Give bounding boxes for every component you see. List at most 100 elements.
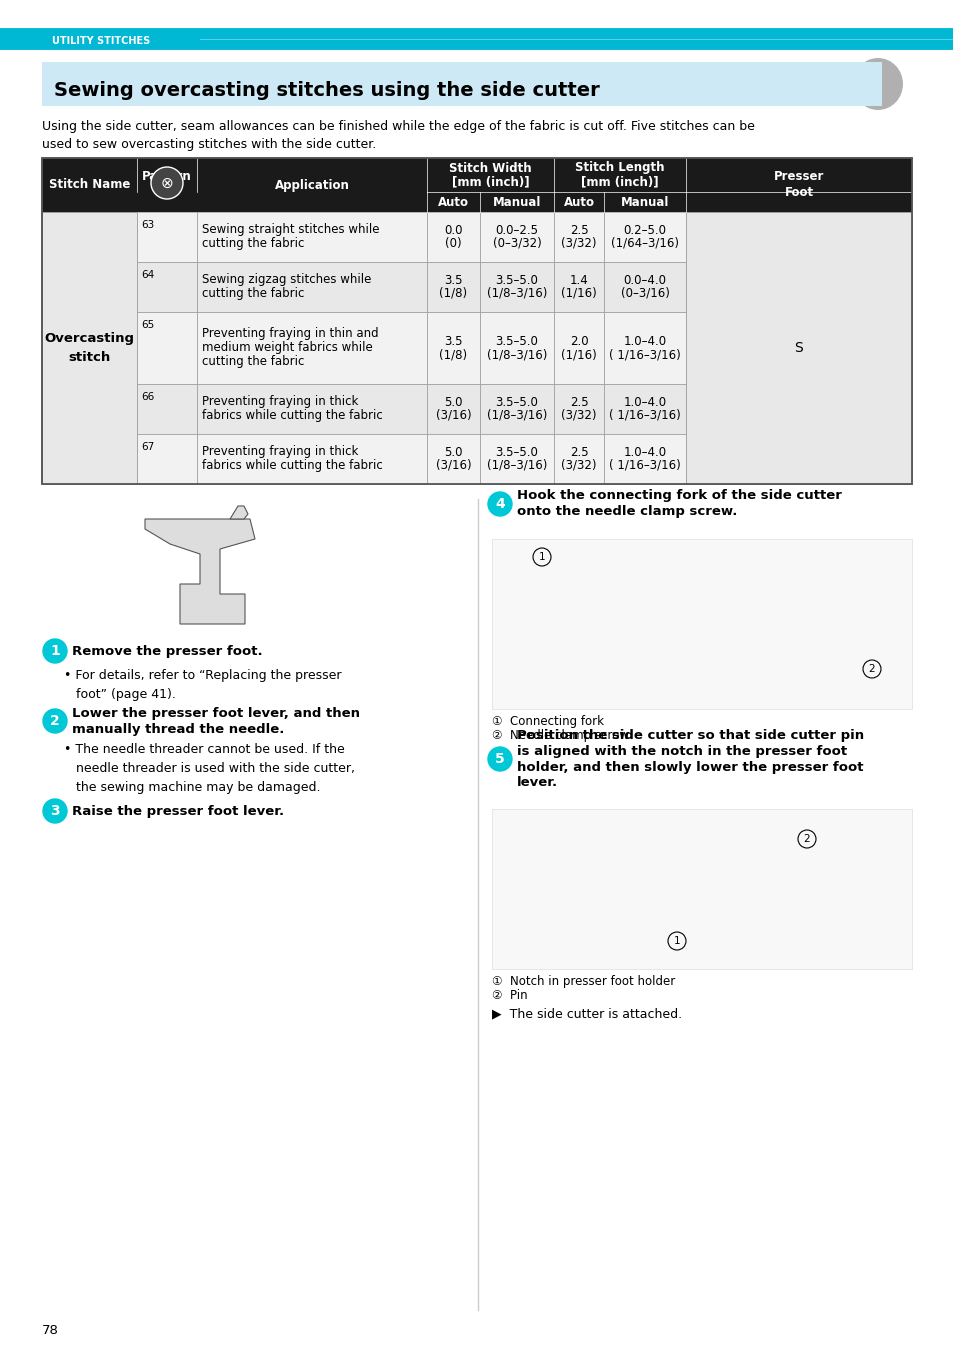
Text: 5: 5 <box>495 752 504 766</box>
Bar <box>42 212 137 484</box>
Text: Lower the presser foot lever, and then: Lower the presser foot lever, and then <box>71 706 359 720</box>
Text: 0.0–4.0: 0.0–4.0 <box>623 274 666 287</box>
Circle shape <box>488 747 512 771</box>
Text: Preventing fraying in thick: Preventing fraying in thick <box>202 395 358 408</box>
Bar <box>479 384 554 434</box>
Bar <box>603 384 685 434</box>
Bar <box>479 262 554 311</box>
Text: 3.5: 3.5 <box>444 274 462 287</box>
Text: (3/32): (3/32) <box>560 408 597 422</box>
Bar <box>137 262 196 311</box>
Bar <box>196 384 427 434</box>
Text: Pattern: Pattern <box>142 170 192 183</box>
Circle shape <box>43 639 67 663</box>
Text: (1/16): (1/16) <box>560 287 597 301</box>
Text: 4: 4 <box>495 497 504 511</box>
Bar <box>603 434 685 484</box>
Circle shape <box>488 492 512 516</box>
Bar <box>427 311 479 384</box>
Text: Using the side cutter, seam allowances can be finished while the edge of the fab: Using the side cutter, seam allowances c… <box>42 120 754 151</box>
Bar <box>554 262 603 311</box>
Bar <box>196 212 427 262</box>
Text: (1/8): (1/8) <box>439 348 467 361</box>
Text: S: S <box>794 341 802 355</box>
Polygon shape <box>145 519 254 624</box>
Bar <box>137 212 196 262</box>
Bar <box>137 434 196 484</box>
Text: Overcasting
stitch: Overcasting stitch <box>45 332 134 364</box>
Bar <box>479 212 554 262</box>
Circle shape <box>43 799 67 824</box>
Ellipse shape <box>852 58 902 111</box>
Text: ①  Notch in presser foot holder: ① Notch in presser foot holder <box>492 975 675 988</box>
Text: cutting the fabric: cutting the fabric <box>202 356 304 368</box>
Bar <box>492 539 911 709</box>
Text: Sewing straight stitches while: Sewing straight stitches while <box>202 224 379 236</box>
Text: Manual: Manual <box>620 195 668 209</box>
Bar <box>427 262 479 311</box>
Text: 2.0: 2.0 <box>569 336 588 348</box>
Text: [mm (inch)]: [mm (inch)] <box>451 175 529 189</box>
Text: 78: 78 <box>42 1324 59 1336</box>
Text: 2.5: 2.5 <box>569 396 588 408</box>
Polygon shape <box>230 506 248 519</box>
Bar <box>137 384 196 434</box>
Text: (3/32): (3/32) <box>560 237 597 249</box>
Bar <box>859 62 882 106</box>
Text: 2: 2 <box>802 834 809 844</box>
Text: (1/8–3/16): (1/8–3/16) <box>486 460 547 472</box>
Text: (0): (0) <box>445 237 461 249</box>
Text: Raise the presser foot lever.: Raise the presser foot lever. <box>71 805 284 817</box>
Text: Remove the presser foot.: Remove the presser foot. <box>71 644 262 658</box>
Text: Manual: Manual <box>493 195 540 209</box>
Text: fabrics while cutting the fabric: fabrics while cutting the fabric <box>202 460 382 473</box>
Text: 1.0–4.0: 1.0–4.0 <box>622 396 666 408</box>
Text: Sewing overcasting stitches using the side cutter: Sewing overcasting stitches using the si… <box>54 81 599 101</box>
Bar <box>427 434 479 484</box>
Text: ⊗: ⊗ <box>160 175 173 190</box>
Bar <box>137 311 196 384</box>
Text: (1/16): (1/16) <box>560 348 597 361</box>
Bar <box>603 212 685 262</box>
Bar <box>554 311 603 384</box>
Text: (1/8–3/16): (1/8–3/16) <box>486 408 547 422</box>
Bar <box>492 809 911 969</box>
Text: (1/8–3/16): (1/8–3/16) <box>486 287 547 301</box>
Text: manually thread the needle.: manually thread the needle. <box>71 723 284 736</box>
Text: (3/16): (3/16) <box>436 460 471 472</box>
Text: ①  Connecting fork: ① Connecting fork <box>492 714 603 728</box>
Text: • For details, refer to “Replacing the presser
   foot” (page 41).: • For details, refer to “Replacing the p… <box>64 669 341 701</box>
Text: Auto: Auto <box>437 195 469 209</box>
Text: holder, and then slowly lower the presser foot: holder, and then slowly lower the presse… <box>517 760 862 774</box>
Circle shape <box>43 709 67 733</box>
Text: 2.5: 2.5 <box>569 446 588 460</box>
Text: ▶  The side cutter is attached.: ▶ The side cutter is attached. <box>492 1007 681 1020</box>
Text: 66: 66 <box>141 392 154 402</box>
Text: 67: 67 <box>141 442 154 452</box>
Text: (1/8–3/16): (1/8–3/16) <box>486 348 547 361</box>
Text: [mm (inch)]: [mm (inch)] <box>580 175 659 189</box>
Text: ②  Pin: ② Pin <box>492 989 527 1002</box>
Text: ②  Needle clamp screw: ② Needle clamp screw <box>492 729 628 741</box>
Text: cutting the fabric: cutting the fabric <box>202 237 304 251</box>
Text: Hook the connecting fork of the side cutter: Hook the connecting fork of the side cut… <box>517 489 841 503</box>
Bar <box>479 434 554 484</box>
Circle shape <box>151 167 183 200</box>
Text: 1: 1 <box>51 644 60 658</box>
Text: 65: 65 <box>141 319 154 330</box>
Bar <box>554 384 603 434</box>
Text: ( 1/16–3/16): ( 1/16–3/16) <box>608 348 680 361</box>
Text: 2: 2 <box>868 665 875 674</box>
Text: Stitch Width: Stitch Width <box>449 162 531 174</box>
Bar <box>603 311 685 384</box>
Text: ( 1/16–3/16): ( 1/16–3/16) <box>608 408 680 422</box>
Text: 5.0: 5.0 <box>444 446 462 460</box>
Bar <box>0 28 953 50</box>
Text: onto the needle clamp screw.: onto the needle clamp screw. <box>517 506 737 519</box>
Text: UTILITY STITCHES: UTILITY STITCHES <box>52 36 150 46</box>
Text: 5.0: 5.0 <box>444 396 462 408</box>
Text: 3.5–5.0: 3.5–5.0 <box>495 336 537 348</box>
Text: (0–3/32): (0–3/32) <box>492 237 540 249</box>
Bar <box>427 384 479 434</box>
Text: 3.5–5.0: 3.5–5.0 <box>495 446 537 460</box>
